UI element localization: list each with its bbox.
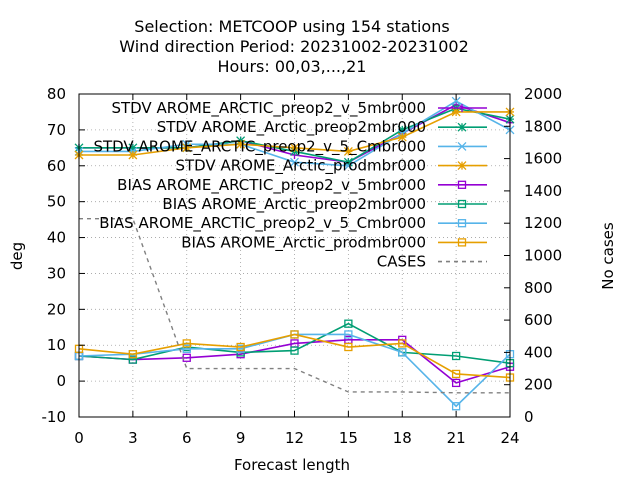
title-line-1: Selection: METCOOP using 154 stations — [134, 17, 449, 36]
data-point — [182, 339, 191, 348]
data-point — [128, 143, 138, 153]
data-point — [451, 402, 461, 411]
legend-marker — [457, 219, 467, 228]
data-point — [182, 344, 191, 353]
data-point — [397, 132, 407, 142]
x-tick-label: 0 — [74, 429, 84, 447]
legend-entry-label: STDV AROME_ARCTIC_preop2_v_5mbr000 — [111, 99, 426, 118]
data-point — [451, 107, 461, 117]
data-point — [182, 143, 192, 153]
data-point — [344, 319, 353, 328]
legend-marker — [457, 141, 467, 151]
x-tick-label: 3 — [128, 429, 138, 447]
series-line — [78, 322, 511, 364]
y2-tick-label: 1200 — [524, 214, 562, 232]
x-tick-label: 9 — [236, 429, 246, 447]
y2-tick-label: 1600 — [524, 150, 562, 168]
legend-entry-label: STDV AROME_Arctic_preop2mbr000 — [157, 118, 426, 137]
legend-entry-label: BIAS AROME_Arctic_prodmbr000 — [181, 233, 426, 252]
chart-title: Selection: METCOOP using 154 stations Wi… — [119, 17, 469, 76]
legend-entry-label: STDV AROME_ARCTIC_preop2_v_5_Cmbr000 — [93, 137, 426, 156]
x-tick-label: 6 — [182, 429, 192, 447]
series-group — [79, 217, 510, 394]
y2-tick-label: 1400 — [524, 182, 562, 200]
y-tick-label: 80 — [47, 85, 66, 103]
y-tick-label: 70 — [47, 121, 66, 139]
legend-marker — [457, 238, 467, 247]
y-tick-label: 60 — [47, 157, 66, 175]
y2-tick-label: 800 — [524, 279, 553, 297]
x-axis-label: Forecast length — [234, 456, 350, 474]
data-point — [451, 369, 461, 379]
y-tick-label: -10 — [42, 408, 67, 426]
legend-marker — [457, 122, 467, 132]
data-point — [128, 355, 138, 364]
data-point — [236, 342, 245, 352]
data-point — [290, 157, 299, 167]
x-tick-label: 24 — [500, 429, 519, 447]
data-point — [451, 378, 461, 388]
data-point — [343, 157, 353, 167]
title-line-2: Wind direction Period: 20231002-20231002 — [119, 37, 469, 56]
series-group — [74, 319, 515, 368]
legend-entry-label: BIAS AROME_ARCTIC_preop2_v_5mbr000 — [117, 176, 426, 195]
legend-marker — [457, 161, 467, 171]
legend-entry-label: CASES — [377, 253, 426, 271]
y-tick-label: 50 — [47, 193, 66, 211]
data-point — [290, 330, 299, 339]
y-tick-label: 40 — [47, 229, 66, 247]
data-point — [343, 146, 353, 156]
y-tick-label: 10 — [47, 336, 66, 354]
y2-tick-label: 1000 — [524, 247, 562, 265]
y2-tick-label: 400 — [524, 343, 553, 361]
data-point — [128, 150, 138, 160]
legend-marker — [457, 180, 467, 189]
axis-ticks: 0 3 6 9 12 15 18 21 24-1001020304050607080020040… — [42, 85, 563, 447]
data-point — [128, 350, 138, 359]
title-line-3: Hours: 00,03,...,21 — [218, 57, 367, 76]
legend-marker — [458, 104, 466, 112]
legend-entry-label: BIAS AROME_Arctic_preop2mbr000 — [162, 195, 426, 214]
data-point — [290, 346, 299, 355]
legend-entry-label: STDV AROME_Arctic_prodmbr000 — [175, 157, 426, 176]
data-point — [290, 143, 299, 153]
legend-entry-label: BIAS AROME_ARCTIC_preop2_v_5_Cmbr000 — [99, 214, 426, 233]
y-tick-label: 30 — [47, 264, 66, 282]
x-tick-label: 21 — [447, 429, 466, 447]
data-point — [398, 348, 407, 357]
series-group — [74, 107, 515, 160]
data-point — [344, 330, 353, 339]
y2-tick-label: 200 — [524, 376, 553, 394]
y-tick-label: 0 — [56, 372, 66, 390]
cases-line — [79, 217, 510, 394]
data-point — [397, 125, 407, 135]
y-tick-label: 20 — [47, 300, 66, 318]
series-group — [74, 330, 515, 382]
data-point — [451, 96, 461, 106]
series-line — [78, 333, 511, 379]
data-point — [344, 342, 353, 352]
series-layer — [74, 96, 515, 411]
y2-tick-label: 1800 — [524, 117, 562, 135]
y2-axis-label: No cases — [599, 222, 617, 290]
y-axis-label: deg — [8, 242, 26, 270]
data-point — [451, 351, 461, 361]
data-point — [236, 139, 246, 149]
y2-tick-label: 0 — [524, 408, 534, 426]
legend-marker — [457, 199, 467, 209]
x-tick-label: 18 — [393, 429, 412, 447]
x-tick-label: 12 — [285, 429, 304, 447]
x-tick-label: 15 — [339, 429, 358, 447]
y2-tick-label: 600 — [524, 311, 553, 329]
data-point — [343, 161, 353, 171]
data-point — [398, 339, 407, 348]
y2-tick-label: 2000 — [524, 85, 562, 103]
series-line — [78, 339, 511, 384]
